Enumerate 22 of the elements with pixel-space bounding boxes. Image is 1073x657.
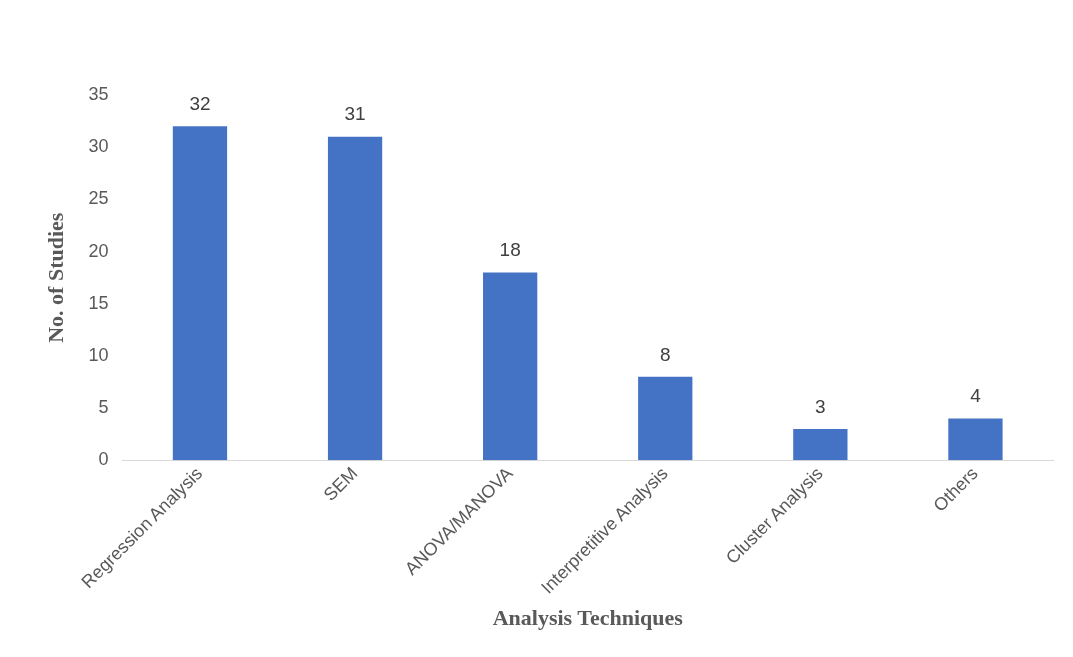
y-axis-title: No. of Studies [42, 212, 68, 343]
data-label: 31 [344, 103, 366, 125]
bar [638, 376, 693, 461]
y-tick-label: 30 [88, 136, 109, 157]
bar [172, 126, 228, 461]
y-tick-label: 20 [88, 240, 109, 261]
data-label: 3 [815, 395, 826, 417]
bar [327, 136, 383, 461]
y-tick-label: 15 [88, 292, 109, 313]
data-label: 8 [659, 343, 671, 365]
data-label: 32 [189, 93, 211, 115]
data-label: 4 [970, 385, 982, 407]
y-tick-label: 10 [88, 344, 109, 365]
y-tick-label: 5 [98, 397, 109, 418]
data-label: 18 [499, 239, 521, 261]
y-tick-label: 0 [98, 449, 109, 470]
x-axis-title: Analysis Techniques [492, 605, 684, 631]
y-tick-label: 25 [88, 188, 109, 209]
bar [483, 272, 538, 461]
y-tick-label: 35 [88, 83, 109, 104]
bar [793, 429, 848, 461]
bar [948, 418, 1003, 461]
